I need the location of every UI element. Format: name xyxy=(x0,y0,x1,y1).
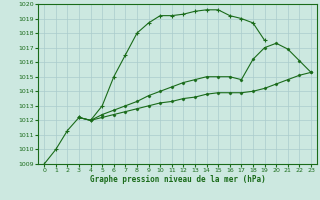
X-axis label: Graphe pression niveau de la mer (hPa): Graphe pression niveau de la mer (hPa) xyxy=(90,175,266,184)
